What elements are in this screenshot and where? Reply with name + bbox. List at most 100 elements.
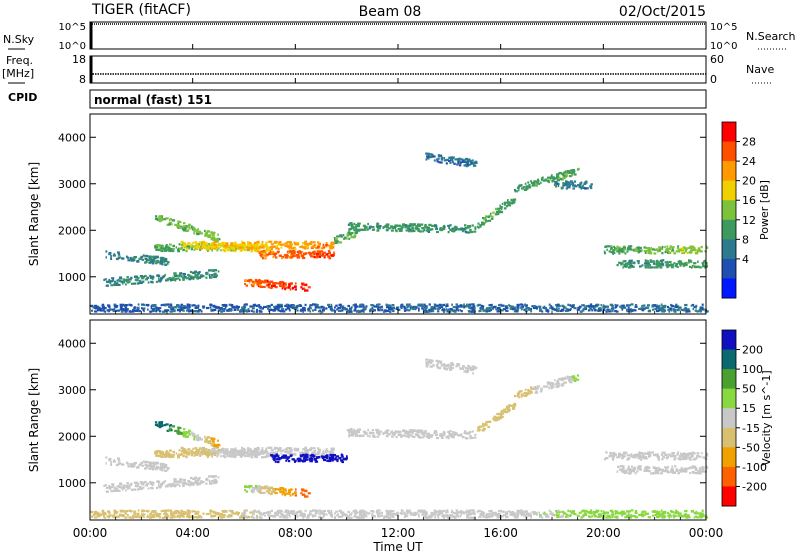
- power-cell: [151, 304, 155, 307]
- velocity-cell: [165, 513, 169, 516]
- power-cell: [520, 306, 523, 309]
- power-cell: [597, 307, 601, 310]
- velocity-cell: [459, 367, 462, 371]
- velocity-cell: [445, 364, 449, 367]
- power-cell: [124, 279, 127, 282]
- power-cell: [527, 181, 530, 184]
- power-cell: [220, 243, 224, 246]
- power-cell: [606, 248, 608, 251]
- power-cell: [294, 254, 296, 258]
- power-cell: [386, 229, 388, 232]
- velocity-cell: [253, 447, 257, 450]
- power-cell: [582, 184, 585, 187]
- velocity-cell: [140, 461, 144, 464]
- power-cell: [284, 242, 288, 245]
- power-cell: [358, 222, 361, 225]
- power-cell: [652, 262, 656, 265]
- power-cell: [596, 303, 600, 306]
- power-cell: [468, 163, 471, 166]
- velocity-cell: [323, 458, 327, 462]
- power-cell: [171, 219, 176, 222]
- velocity-cell: [136, 488, 140, 491]
- velocity-cell: [164, 479, 166, 483]
- power-cell: [135, 275, 138, 278]
- power-cell: [323, 254, 326, 257]
- power-cell: [400, 226, 404, 229]
- velocity-cell: [116, 515, 120, 518]
- power-cell: [631, 265, 635, 268]
- power-cell: [212, 305, 216, 308]
- power-cell: [312, 309, 315, 312]
- power-cell: [608, 310, 612, 313]
- power-cell: [619, 305, 623, 308]
- power-cell: [348, 229, 351, 232]
- velocity-cell: [234, 451, 238, 454]
- power-cell: [274, 240, 278, 243]
- velocity-cell: [626, 454, 630, 457]
- velocity-cell: [247, 452, 249, 455]
- velocity-cell: [242, 447, 246, 450]
- power-cell: [280, 254, 282, 257]
- velocity-cell: [238, 453, 240, 456]
- power-cell: [129, 256, 132, 260]
- velocity-cell: [456, 364, 459, 367]
- power-cell: [622, 305, 625, 308]
- velocity-cell: [687, 467, 691, 470]
- velocity-cell: [157, 485, 160, 488]
- velocity-cell: [231, 512, 235, 515]
- power-cell: [467, 158, 471, 161]
- power-cell: [446, 309, 450, 312]
- power-cell: [630, 303, 634, 306]
- power-cell: [156, 248, 160, 251]
- power-cell: [270, 252, 273, 255]
- velocity-cell: [628, 454, 632, 457]
- power-cell: [307, 251, 311, 254]
- velocity-cell: [129, 487, 131, 490]
- velocity-cell: [257, 486, 260, 489]
- power-cell: [136, 307, 140, 311]
- velocity-cell: [516, 394, 519, 397]
- velocity-cell: [241, 512, 245, 515]
- power-cell: [304, 303, 307, 306]
- power-cell: [224, 306, 227, 309]
- power-cell: [128, 303, 132, 306]
- power-cell: [584, 187, 587, 190]
- velocity-cell: [705, 454, 709, 457]
- power-cell: [205, 272, 207, 275]
- velocity-cell: [472, 368, 475, 371]
- power-cell: [406, 303, 409, 306]
- velocity-cell: [302, 514, 305, 517]
- power-cell: [584, 181, 588, 184]
- velocity-cell: [610, 454, 613, 457]
- power-cell: [628, 261, 631, 264]
- power-cell: [693, 262, 697, 265]
- velocity-cell: [112, 460, 116, 463]
- velocity-cell: [670, 455, 673, 458]
- power-cell: [286, 307, 289, 310]
- power-cell: [158, 277, 160, 280]
- velocity-cell: [493, 415, 497, 419]
- power-cell: [647, 304, 650, 307]
- power-cell: [422, 309, 425, 312]
- velocity-cell: [275, 453, 278, 456]
- power-cell: [207, 235, 211, 238]
- power-cell: [634, 304, 638, 307]
- power-cell: [142, 307, 146, 310]
- velocity-cell: [691, 466, 695, 469]
- velocity-cell: [663, 456, 666, 459]
- power-cell: [533, 180, 536, 183]
- power-cell: [214, 306, 218, 309]
- power-cell: [350, 306, 353, 309]
- power-cell: [263, 281, 267, 284]
- velocity-cell: [250, 453, 253, 456]
- power-cell: [242, 306, 246, 309]
- power-cell: [376, 222, 379, 225]
- velocity-cell: [174, 481, 178, 484]
- power-cell: [239, 247, 243, 250]
- velocity-cell: [154, 452, 157, 455]
- power-cell: [251, 285, 255, 288]
- velocity-cell: [376, 435, 380, 438]
- velocity-cell: [609, 452, 613, 455]
- velocity-cell: [492, 417, 495, 420]
- velocity-cell: [212, 479, 216, 482]
